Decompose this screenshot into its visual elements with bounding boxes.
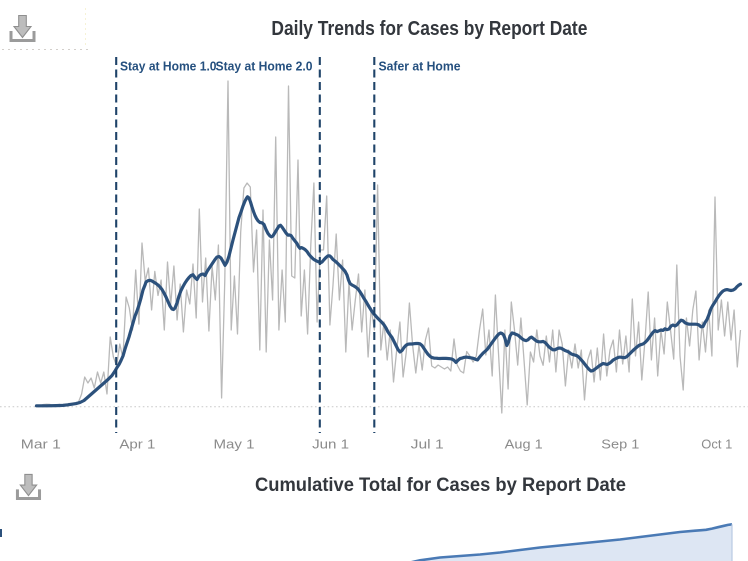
svg-text:Mar 1: Mar 1 <box>21 437 61 452</box>
svg-text:Cumulative Total for Cases by: Cumulative Total for Cases by Report Dat… <box>255 475 626 496</box>
svg-text:Oct 1: Oct 1 <box>701 437 732 452</box>
svg-text:Aug 1: Aug 1 <box>505 437 543 452</box>
svg-text:Sep 1: Sep 1 <box>601 437 639 452</box>
svg-text:Jun 1: Jun 1 <box>312 437 349 452</box>
svg-text:Stay at Home 2.0: Stay at Home 2.0 <box>216 59 313 74</box>
svg-text:Jul 1: Jul 1 <box>411 437 444 452</box>
svg-text:Safer at Home: Safer at Home <box>379 59 461 74</box>
svg-text:May 1: May 1 <box>214 437 255 452</box>
svg-text:Stay at Home 1.0: Stay at Home 1.0 <box>120 59 217 74</box>
svg-text:Daily Trends for Cases by Repo: Daily Trends for Cases by Report Date <box>271 18 587 40</box>
svg-text:Apr 1: Apr 1 <box>119 437 155 452</box>
